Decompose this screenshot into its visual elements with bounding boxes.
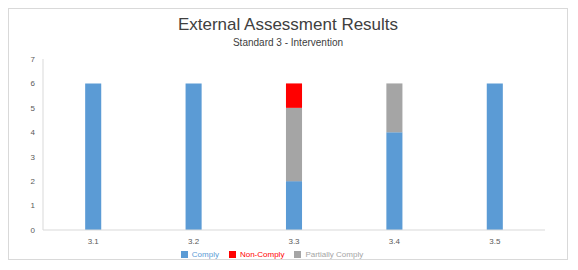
svg-text:3.3: 3.3 (288, 237, 300, 246)
html-text:Non-Comply: Non-Comply (239, 250, 285, 259)
html-text:External Assessment Results: External Assessment Results (177, 15, 399, 34)
svg-text:2: 2 (31, 177, 36, 186)
html-text:Standard 3 - Intervention: Standard 3 - Intervention (233, 37, 343, 48)
svg-text:5: 5 (31, 104, 36, 113)
svg-text:3.4: 3.4 (389, 237, 401, 246)
svg-text:0: 0 (31, 226, 36, 235)
svg-text:3.1: 3.1 (88, 237, 100, 246)
svg-text:4: 4 (31, 128, 36, 137)
svg-text:3.5: 3.5 (489, 237, 501, 246)
svg-text:3: 3 (31, 153, 36, 162)
html-text:Comply: Comply (191, 250, 219, 259)
svg-text:3.2: 3.2 (188, 237, 200, 246)
svg-text:1: 1 (31, 201, 36, 210)
html-text:Partially Comply: Partially Comply (305, 250, 364, 259)
svg-text:6: 6 (31, 79, 36, 88)
svg-text:7: 7 (31, 55, 36, 64)
